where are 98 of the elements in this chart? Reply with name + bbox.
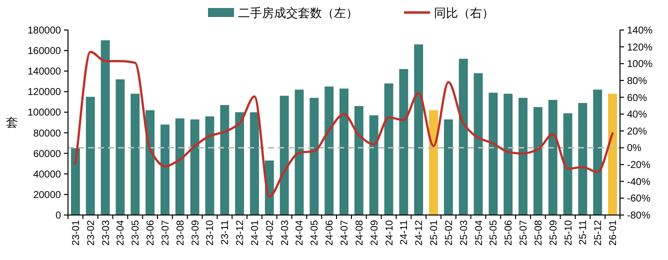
x-tick-label: 25-08: [533, 220, 544, 246]
y-tick-label: 20000: [33, 190, 62, 201]
x-tick-label: 23-01: [70, 220, 82, 246]
x-tick-label: 25-12: [593, 220, 604, 246]
bar: [474, 73, 483, 215]
y2-tick-label: 40%: [627, 110, 648, 121]
bar: [429, 110, 438, 215]
x-tick-label: 23-06: [146, 220, 157, 246]
x-tick-label: 25-09: [548, 220, 560, 246]
y2-tick-label: -80%: [627, 210, 650, 222]
x-tick-label: 23-07: [160, 220, 172, 246]
bar: [563, 113, 572, 215]
x-tick-label: 23-04: [116, 220, 127, 246]
x-tick-label: 23-10: [205, 220, 216, 246]
bar: [175, 118, 184, 215]
x-tick-label: 25-07: [518, 220, 530, 246]
x-tick-label: 24-10: [384, 220, 396, 246]
bar: [369, 115, 378, 215]
legend-label: 同比（右）: [434, 6, 494, 20]
y2-tick-label: 100%: [627, 59, 653, 70]
x-tick-label: 25-01: [429, 220, 440, 246]
y-tick-label: 120000: [28, 87, 62, 98]
bar: [578, 102, 588, 215]
y-tick-label: 0: [55, 210, 62, 222]
x-tick-label: 23-12: [235, 220, 246, 246]
x-tick-label: 23-08: [175, 220, 186, 246]
x-tick-label: 25-03: [458, 220, 470, 246]
x-tick-label: 24-06: [324, 220, 336, 246]
y-axis-title: 套: [6, 116, 18, 130]
y-tick-label: 160000: [28, 46, 62, 58]
bar: [593, 90, 602, 215]
x-tick-label: 25-02: [444, 220, 455, 246]
y-tick-label: 180000: [28, 26, 62, 36]
y2-tick-label: -20%: [627, 160, 650, 172]
x-tick-label: 23-03: [100, 220, 112, 246]
bar: [235, 112, 244, 215]
x-tick-label: 24-11: [399, 220, 410, 245]
bar: [414, 44, 424, 215]
x-tick-label: 23-05: [130, 220, 142, 246]
y2-tick-label: 80%: [627, 76, 648, 87]
bar: [280, 96, 289, 215]
x-tick-label: 24-07: [340, 220, 350, 246]
x-tick-label: 24-09: [369, 220, 380, 246]
bar: [160, 124, 170, 215]
y2-tick-label: 120%: [627, 42, 653, 54]
x-tick-label: 24-04: [294, 220, 306, 246]
bar: [608, 94, 618, 215]
x-tick-label: 26-01: [608, 220, 620, 246]
bar: [444, 119, 453, 215]
x-tick-label: 24-03: [280, 220, 291, 246]
bar: [86, 96, 95, 215]
y-tick-label: 60000: [33, 148, 62, 160]
bar: [324, 86, 334, 215]
bar: [250, 112, 259, 215]
x-tick-label: 24-05: [310, 220, 321, 246]
x-tick-label: 25-10: [563, 220, 574, 246]
x-tick-label: 25-04: [474, 220, 485, 246]
y2-tick-label: -60%: [627, 194, 650, 205]
bar: [518, 98, 528, 215]
x-tick-label: 24-08: [354, 220, 366, 246]
bar: [504, 94, 513, 215]
x-tick-label: 25-11: [578, 220, 590, 245]
x-tick-label: 24-01: [250, 220, 261, 246]
bar: [294, 90, 304, 215]
bar: [310, 98, 319, 215]
bar: [205, 116, 214, 215]
bar: [130, 94, 140, 215]
bar: [116, 79, 125, 215]
bar: [70, 148, 80, 215]
x-tick-label: 25-05: [488, 220, 500, 246]
legend-label: 二手房成交套数（左）: [238, 6, 358, 20]
y-tick-label: 140000: [28, 66, 62, 78]
bar: [100, 40, 110, 215]
bar: [399, 69, 408, 215]
bar: [548, 100, 558, 215]
bar: [384, 83, 394, 215]
y2-tick-label: 20%: [627, 126, 648, 138]
y-tick-label: 40000: [33, 169, 62, 180]
bar: [488, 92, 498, 215]
x-tick-label: 23-09: [190, 220, 202, 246]
bar: [220, 105, 230, 215]
y-tick-label: 80000: [33, 128, 62, 140]
x-tick-label: 24-02: [264, 220, 276, 246]
y2-tick-label: 0%: [627, 143, 642, 154]
bar: [354, 106, 364, 215]
bar: [190, 119, 200, 215]
x-tick-label: 24-12: [414, 220, 426, 246]
x-tick-label: 23-11: [220, 220, 232, 245]
y2-tick-label: 140%: [627, 26, 653, 36]
bar: [146, 110, 155, 215]
bar: [458, 58, 468, 215]
x-tick-label: 25-06: [504, 220, 515, 246]
y2-tick-label: -40%: [627, 176, 650, 188]
bar: [340, 88, 348, 215]
y2-tick-label: 60%: [627, 92, 648, 104]
x-tick-label: 23-02: [86, 220, 97, 246]
bar: [533, 107, 542, 215]
y-tick-label: 100000: [28, 108, 62, 119]
